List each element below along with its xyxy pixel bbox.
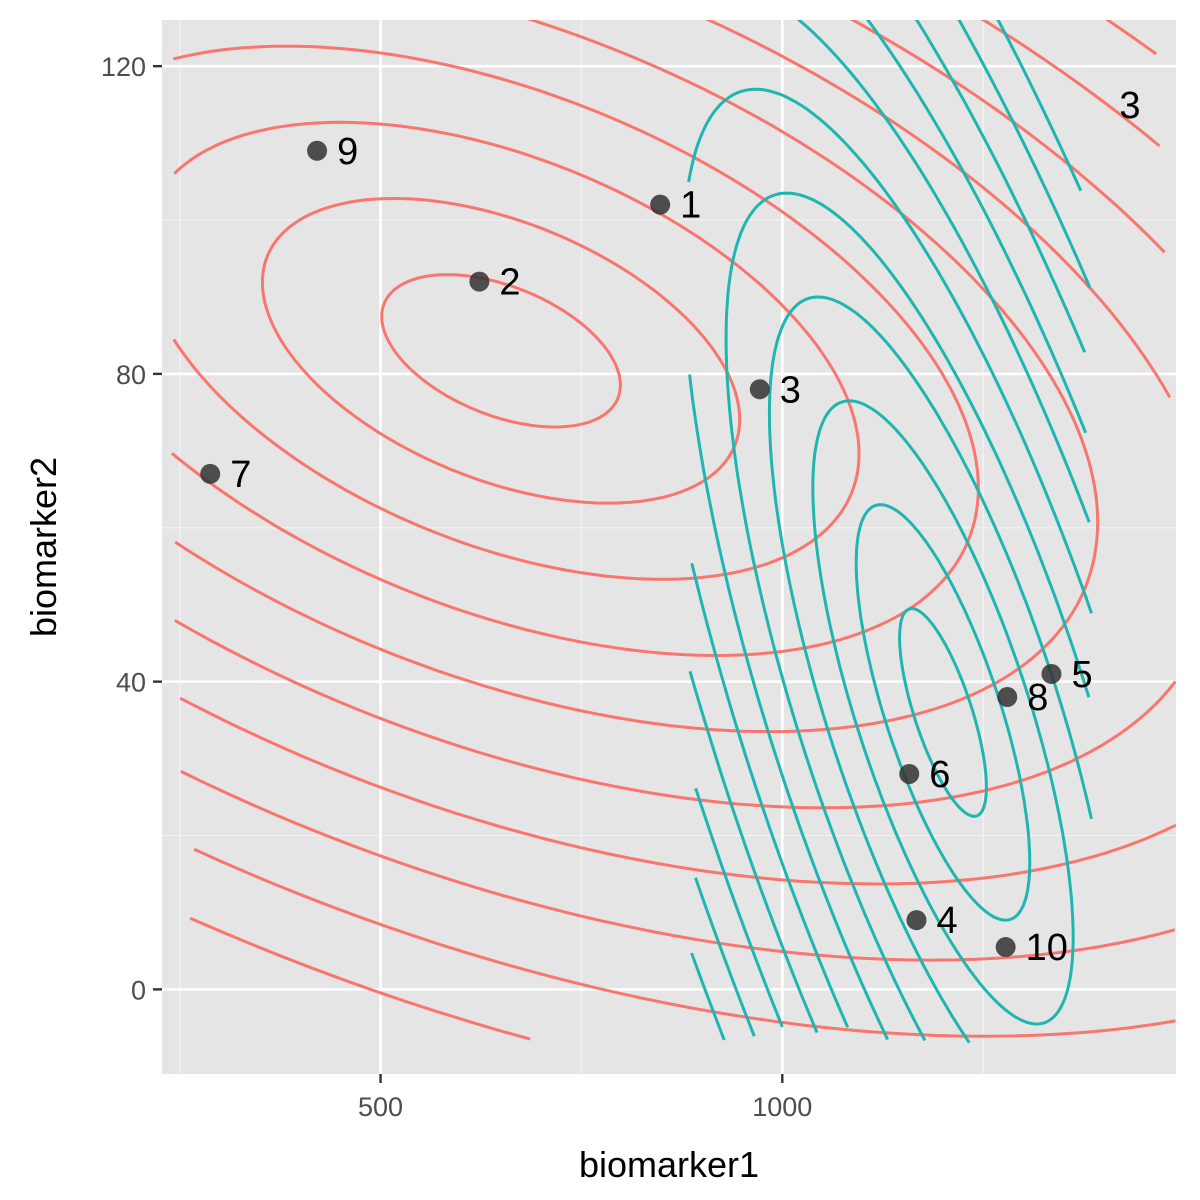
density-contour [694,20,1087,1028]
density-contour [724,191,1091,1042]
point-label: 3 [780,369,801,411]
density-contour [898,606,988,818]
density-contour [172,120,861,581]
point-label: 4 [936,900,957,942]
plot-panel [162,20,1176,1074]
density-contour [189,916,531,1041]
major-gridlines [162,20,1176,1074]
point-labels: 1 2 3 4 5 6 7 8 9 10 [230,131,1092,969]
data-points [200,140,1062,958]
point-label: 9 [337,131,358,173]
x-axis-title: biomarker1 [579,1144,759,1185]
density-contour [180,20,1176,962]
x-tick-label: 1000 [752,1092,812,1122]
y-tick-label: 0 [131,975,146,1005]
point-label: 7 [230,454,251,496]
y-axis: 0 40 80 120 [101,52,162,1005]
point-label: 8 [1027,677,1048,719]
corner-label: 3 [1119,85,1140,127]
density-contour [179,20,1176,886]
density-contour [854,503,1032,922]
point-label: 6 [929,754,950,796]
data-point [899,763,920,784]
y-tick-label: 80 [116,360,146,390]
y-tick-label: 40 [116,668,146,698]
data-point [469,271,490,292]
x-axis: 500 1000 [358,1074,812,1122]
point-label: 10 [1026,927,1068,969]
density-contour [690,20,1091,1028]
data-point [997,687,1018,708]
point-label: 1 [680,185,701,227]
data-point [749,379,770,400]
density-contour [767,295,1093,1044]
density-contour [688,20,1088,1034]
data-point [650,194,671,215]
density-contours [170,20,1176,1044]
density-contour [687,87,1093,1041]
data-point [995,937,1016,958]
data-point [200,463,221,484]
density-contour [694,20,1092,1037]
density-contour [380,273,622,429]
density-contour [174,20,1176,810]
y-axis-title: biomarker2 [23,457,64,637]
data-point [307,140,328,161]
data-point [906,910,927,931]
density-contour [811,399,1075,1026]
y-tick-label: 120 [101,52,146,82]
point-label: 2 [499,262,520,304]
data-point [1041,663,1062,684]
density-contour [193,20,1176,1038]
density-contour [690,20,1083,1041]
density-contour [260,197,742,505]
x-tick-label: 500 [358,1092,403,1122]
point-label: 5 [1071,654,1092,696]
density-contour [174,20,1100,734]
